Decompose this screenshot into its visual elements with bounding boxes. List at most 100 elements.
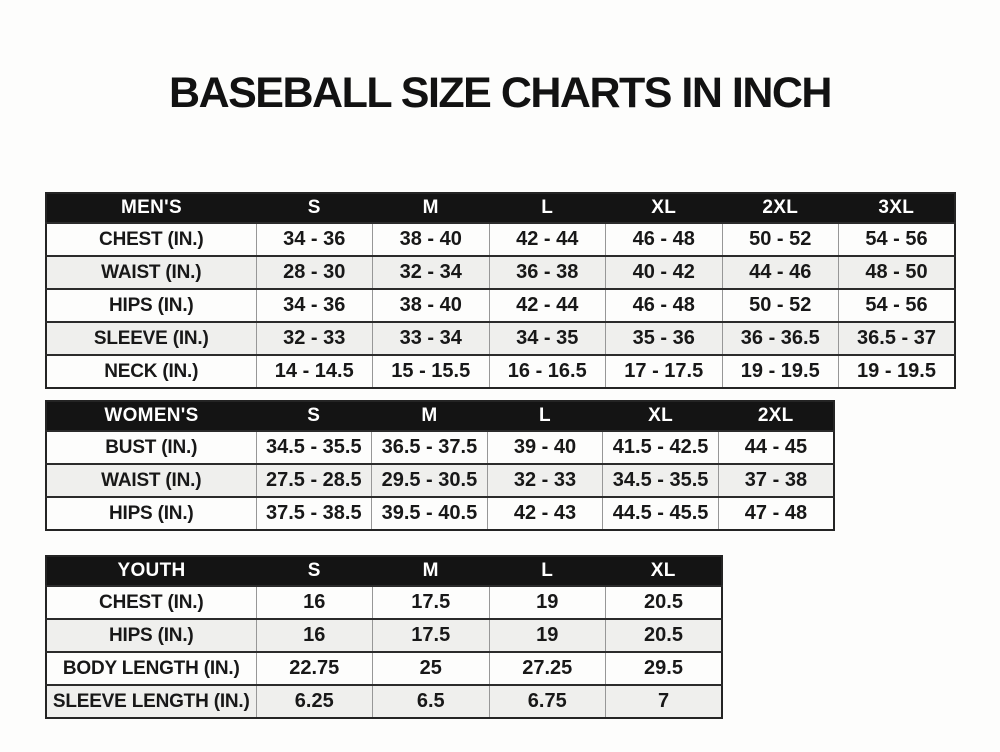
- size-value-cell: 35 - 36: [605, 321, 722, 355]
- size-value-cell: 46 - 48: [605, 222, 722, 256]
- row-label: BODY LENGTH (IN.): [46, 651, 256, 685]
- size-value-cell: 34.5 - 35.5: [255, 430, 372, 464]
- row-label: WAIST (IN.): [46, 255, 256, 289]
- size-column-header: M: [371, 401, 488, 431]
- table-row: BUST (IN.) 34.5 - 35.5 36.5 - 37.5 39 - 40 4…: [46, 430, 834, 464]
- size-column-header: S: [256, 556, 373, 586]
- size-value-cell: 17 - 17.5: [605, 354, 722, 388]
- row-label: WAIST (IN.): [46, 463, 256, 497]
- size-value-cell: 38 - 40: [372, 288, 489, 322]
- size-value-cell: 14 - 14.5: [255, 354, 373, 388]
- size-column-header: XL: [602, 401, 719, 431]
- size-value-cell: 54 - 56: [838, 222, 955, 256]
- womens-size-table: WOMEN'S S M L XL 2XL BUST (IN.) 34.5 - 35.5 36.5…: [45, 400, 835, 531]
- table-row: CHEST (IN.) 16 17.5 19 20.5: [46, 585, 722, 619]
- header-row: MEN'S S M L XL 2XL 3XL: [46, 193, 955, 223]
- size-value-cell: 25: [372, 651, 489, 685]
- size-value-cell: 19 - 19.5: [721, 354, 839, 388]
- size-column-header: M: [372, 193, 489, 223]
- mens-size-table: MEN'S S M L XL 2XL 3XL CHEST (IN.) 34 - 36 38 - 4…: [45, 192, 956, 389]
- size-value-cell: 47 - 48: [717, 496, 834, 530]
- youth-size-table: YOUTH S M L XL CHEST (IN.) 16 17.5 19 20.5 HIPS (I…: [45, 555, 723, 719]
- size-value-cell: 32 - 34: [372, 255, 489, 289]
- table-row: HIPS (IN.) 16 17.5 19 20.5: [46, 618, 722, 652]
- size-value-cell: 6.5: [372, 684, 489, 718]
- size-value-cell: 19: [488, 585, 606, 619]
- size-value-cell: 39.5 - 40.5: [371, 496, 488, 530]
- size-value-cell: 34 - 36: [255, 288, 373, 322]
- size-value-cell: 22.75: [255, 651, 373, 685]
- size-value-cell: 39 - 40: [486, 430, 603, 464]
- page-title: BASEBALL SIZE CHARTS IN INCH: [169, 69, 832, 117]
- size-value-cell: 42 - 44: [488, 288, 606, 322]
- row-label: BUST (IN.): [46, 430, 256, 464]
- size-value-cell: 27.5 - 28.5: [255, 463, 372, 497]
- size-value-cell: 33 - 34: [372, 321, 489, 355]
- size-value-cell: 36.5 - 37: [838, 321, 955, 355]
- size-value-cell: 16: [255, 618, 373, 652]
- row-label: SLEEVE (IN.): [46, 321, 256, 355]
- size-value-cell: 28 - 30: [255, 255, 373, 289]
- size-value-cell: 20.5: [605, 618, 722, 652]
- table-title-cell: YOUTH: [46, 556, 256, 586]
- size-value-cell: 54 - 56: [838, 288, 955, 322]
- row-label: NECK (IN.): [46, 354, 256, 388]
- size-column-header: L: [489, 556, 606, 586]
- size-value-cell: 16: [255, 585, 373, 619]
- size-value-cell: 40 - 42: [605, 255, 722, 289]
- size-column-header: 3XL: [838, 193, 955, 223]
- row-label: CHEST (IN.): [46, 222, 256, 256]
- row-label: HIPS (IN.): [46, 288, 256, 322]
- size-value-cell: 38 - 40: [372, 222, 489, 256]
- size-value-cell: 19 - 19.5: [838, 354, 955, 388]
- table-row: HIPS (IN.) 37.5 - 38.5 39.5 - 40.5 42 - 43 4…: [46, 496, 834, 530]
- size-value-cell: 36 - 38: [488, 255, 606, 289]
- table-row: SLEEVE LENGTH (IN.) 6.25 6.5 6.75 7: [46, 684, 722, 718]
- table-row: CHEST (IN.) 34 - 36 38 - 40 42 - 44 46 - 48 5…: [46, 222, 955, 256]
- size-value-cell: 6.75: [488, 684, 606, 718]
- table-row: HIPS (IN.) 34 - 36 38 - 40 42 - 44 46 - 48 50…: [46, 288, 955, 322]
- row-label: HIPS (IN.): [46, 618, 256, 652]
- size-column-header: XL: [605, 556, 722, 586]
- header-row: YOUTH S M L XL: [46, 556, 722, 586]
- size-value-cell: 32 - 33: [255, 321, 373, 355]
- size-value-cell: 36.5 - 37.5: [371, 430, 488, 464]
- table-row: SLEEVE (IN.) 32 - 33 33 - 34 34 - 35 35 - 36…: [46, 321, 955, 355]
- size-column-header: M: [372, 556, 489, 586]
- size-value-cell: 34 - 36: [255, 222, 373, 256]
- size-value-cell: 50 - 52: [721, 222, 839, 256]
- size-value-cell: 7: [605, 684, 722, 718]
- size-value-cell: 50 - 52: [721, 288, 839, 322]
- size-value-cell: 44 - 45: [717, 430, 834, 464]
- header-row: WOMEN'S S M L XL 2XL: [46, 401, 834, 431]
- size-column-header: L: [487, 401, 603, 431]
- size-column-header: 2XL: [718, 401, 834, 431]
- size-value-cell: 44 - 46: [721, 255, 839, 289]
- size-column-header: 2XL: [722, 193, 839, 223]
- size-value-cell: 42 - 44: [488, 222, 606, 256]
- size-value-cell: 44.5 - 45.5: [602, 496, 719, 530]
- table-row: BODY LENGTH (IN.) 22.75 25 27.25 29.5: [46, 651, 722, 685]
- size-value-cell: 34.5 - 35.5: [602, 463, 719, 497]
- table-row: NECK (IN.) 14 - 14.5 15 - 15.5 16 - 16.5 17 …: [46, 354, 955, 388]
- size-value-cell: 27.25: [488, 651, 606, 685]
- size-value-cell: 20.5: [605, 585, 722, 619]
- size-value-cell: 32 - 33: [486, 463, 603, 497]
- size-value-cell: 16 - 16.5: [488, 354, 606, 388]
- row-label: CHEST (IN.): [46, 585, 256, 619]
- size-value-cell: 36 - 36.5: [721, 321, 839, 355]
- size-value-cell: 41.5 - 42.5: [602, 430, 719, 464]
- table-row: WAIST (IN.) 28 - 30 32 - 34 36 - 38 40 - 42 4…: [46, 255, 955, 289]
- size-value-cell: 15 - 15.5: [372, 354, 489, 388]
- size-value-cell: 48 - 50: [838, 255, 955, 289]
- table-title-cell: WOMEN'S: [46, 401, 256, 431]
- row-label: HIPS (IN.): [46, 496, 256, 530]
- size-column-header: S: [256, 401, 372, 431]
- size-value-cell: 42 - 43: [486, 496, 603, 530]
- size-value-cell: 6.25: [255, 684, 373, 718]
- size-value-cell: 17.5: [372, 618, 489, 652]
- size-value-cell: 46 - 48: [605, 288, 722, 322]
- size-column-header: S: [256, 193, 373, 223]
- table-row: WAIST (IN.) 27.5 - 28.5 29.5 - 30.5 32 - 33…: [46, 463, 834, 497]
- size-value-cell: 29.5: [605, 651, 722, 685]
